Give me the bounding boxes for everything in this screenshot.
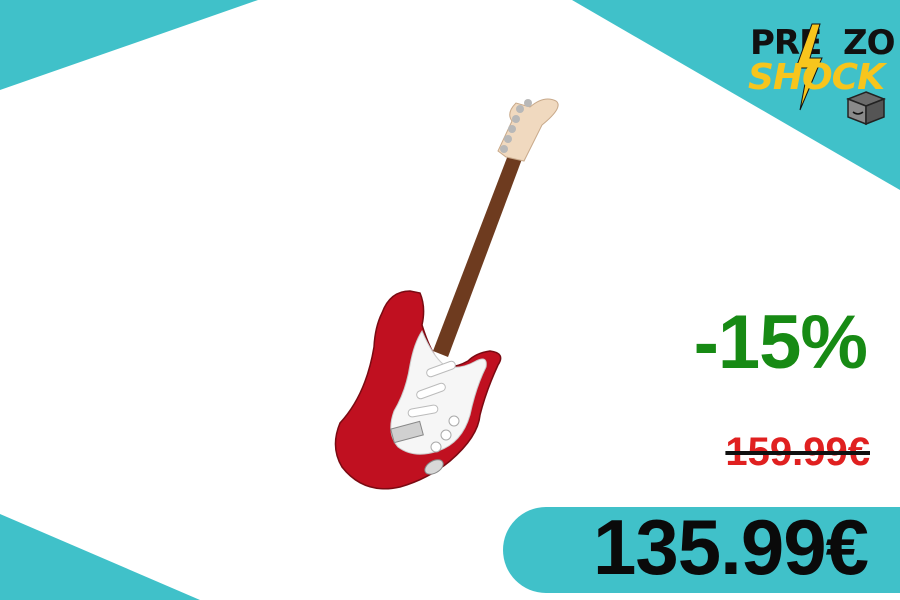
- guitar-headstock: [497, 98, 559, 162]
- old-price: 159.99€: [725, 430, 870, 474]
- top-left-triangle: [0, 0, 258, 90]
- tuning-pegs: [500, 99, 532, 153]
- guitar-pickups: [407, 360, 456, 418]
- amazon-box-icon: [846, 91, 886, 126]
- discount-percentage: -15%: [693, 300, 868, 385]
- prezzo-shock-logo: PRE ZO SHOCK: [742, 22, 896, 132]
- guitar-bridge: [390, 420, 424, 444]
- logo-bottom-text: SHOCK: [748, 57, 885, 98]
- logo-top-text: PRE ZO: [750, 23, 896, 63]
- guitar-jack: [424, 459, 444, 475]
- product-image-guitar: [334, 98, 559, 490]
- lightning-bolt-icon: [795, 23, 823, 111]
- top-right-triangle: [572, 0, 900, 190]
- guitar-neck: [433, 155, 522, 357]
- bottom-left-triangle: [0, 514, 200, 600]
- new-price: 135.99€: [593, 503, 869, 591]
- guitar-knobs: [430, 415, 460, 453]
- price-badge: [503, 507, 900, 593]
